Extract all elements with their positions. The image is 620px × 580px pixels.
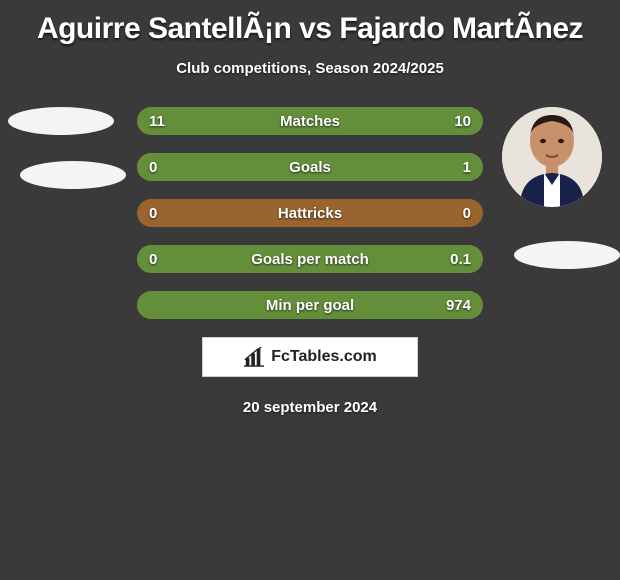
stat-row-label: Hattricks <box>137 199 483 227</box>
stat-row: 0Goals1 <box>137 153 483 181</box>
right-player-avatar-photo <box>502 107 602 207</box>
stat-row-right-value: 1 <box>463 153 471 181</box>
stat-row: Min per goal974 <box>137 291 483 319</box>
stat-row-label: Goals per match <box>137 245 483 273</box>
watermark: FcTables.com <box>202 337 418 377</box>
stat-row-right-value: 0 <box>463 199 471 227</box>
stat-row: 11Matches10 <box>137 107 483 135</box>
stat-row-label: Goals <box>137 153 483 181</box>
stat-rows: 11Matches100Goals10Hattricks00Goals per … <box>137 107 483 319</box>
stat-row-right-value: 10 <box>454 107 471 135</box>
stat-row-label: Min per goal <box>137 291 483 319</box>
left-player-avatar-oval-2 <box>20 161 126 189</box>
comparison-chart: 11Matches100Goals10Hattricks00Goals per … <box>0 107 620 319</box>
page-title: Aguirre SantellÃ¡n vs Fajardo MartÃ­nez <box>0 0 620 46</box>
stat-row-right-value: 974 <box>446 291 471 319</box>
left-player-avatar-oval-1 <box>8 107 114 135</box>
person-icon <box>502 107 602 207</box>
bar-chart-icon <box>243 347 265 367</box>
stat-row: 0Hattricks0 <box>137 199 483 227</box>
stat-row-right-value: 0.1 <box>450 245 471 273</box>
date-text: 20 september 2024 <box>0 399 620 416</box>
stat-row-label: Matches <box>137 107 483 135</box>
subtitle: Club competitions, Season 2024/2025 <box>0 60 620 77</box>
right-player-avatar-oval <box>514 241 620 269</box>
stat-row: 0Goals per match0.1 <box>137 245 483 273</box>
watermark-text: FcTables.com <box>271 348 377 366</box>
